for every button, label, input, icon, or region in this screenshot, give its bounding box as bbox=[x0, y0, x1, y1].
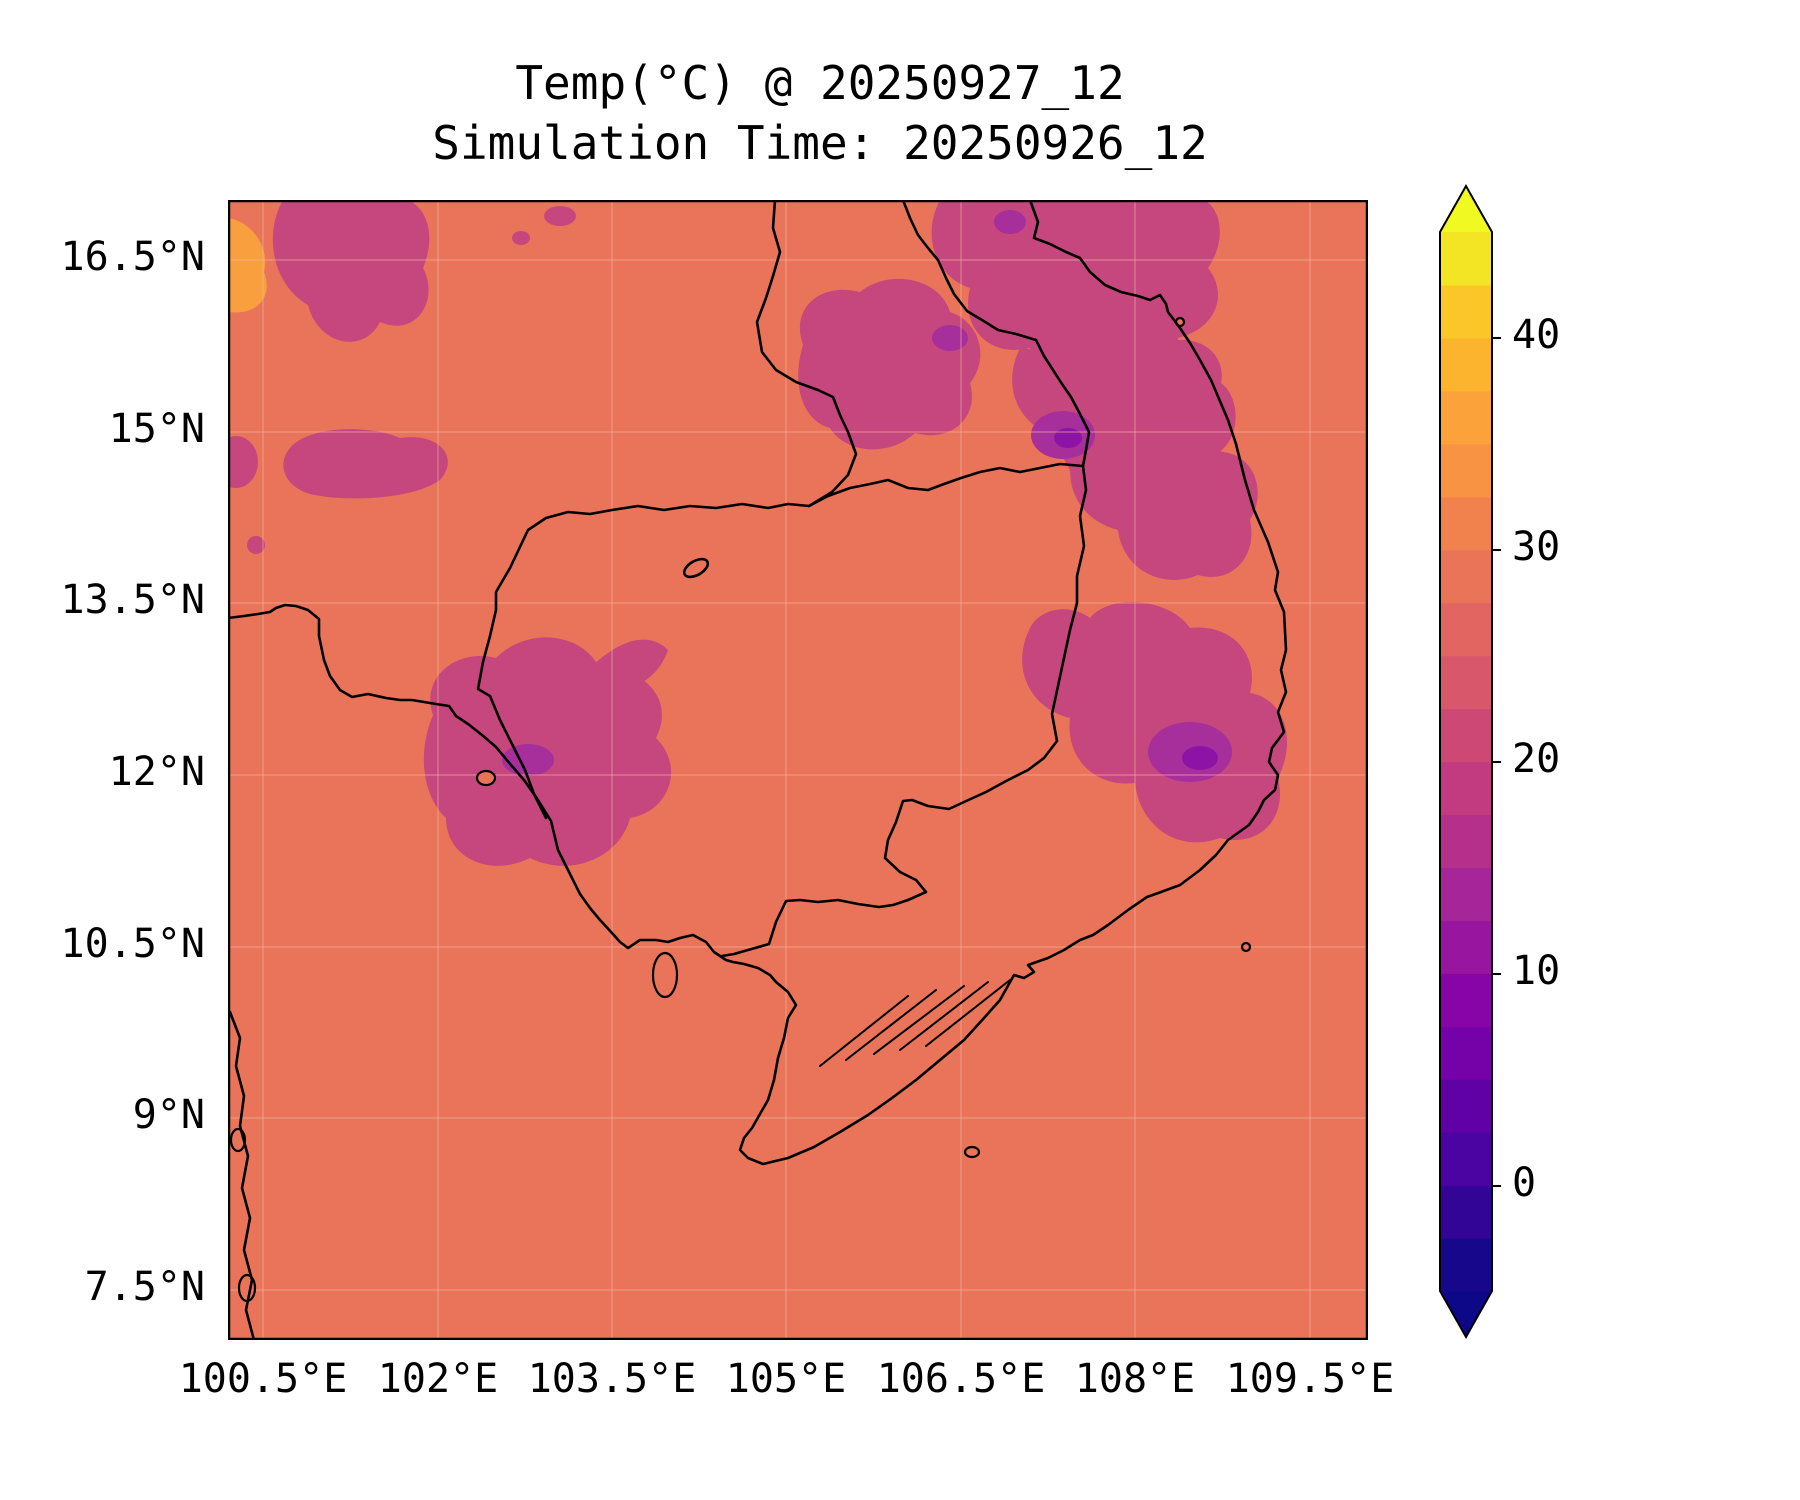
border-vietnam-cambodia bbox=[720, 464, 1088, 958]
colorbar-segment bbox=[1440, 1026, 1492, 1080]
x-tick-label: 103.5°E bbox=[527, 1356, 697, 1402]
colorbar-segment bbox=[1440, 920, 1492, 974]
colorbar-segment bbox=[1440, 496, 1492, 551]
temp-patch-laos-mid bbox=[798, 278, 981, 450]
island-phu-quoc bbox=[651, 951, 679, 999]
temp-spot-cardamom-cool bbox=[502, 744, 554, 776]
island-con-son bbox=[963, 1145, 981, 1159]
colorbar-tick-label: 20 bbox=[1512, 736, 1561, 782]
colorbar-segments bbox=[1440, 232, 1492, 1292]
island-phu-quy bbox=[1240, 941, 1252, 953]
temp-patch-annamite-north bbox=[931, 200, 1220, 392]
temp-patch-small-north bbox=[544, 206, 576, 226]
colorbar bbox=[1439, 183, 1501, 1340]
map-frame bbox=[228, 200, 1368, 1340]
x-tick-label: 106.5°E bbox=[876, 1356, 1046, 1402]
x-tick-label: 100.5°E bbox=[178, 1356, 348, 1402]
colorbar-segment bbox=[1440, 337, 1492, 392]
x-tick-label: 108°E bbox=[1074, 1356, 1196, 1402]
colorbar-segment bbox=[1440, 867, 1492, 921]
temp-patch-small-north2 bbox=[512, 231, 530, 245]
colorbar-tick-label: 40 bbox=[1512, 312, 1561, 358]
y-tick-label: 12°N bbox=[108, 749, 205, 795]
temp-patch-northwest bbox=[272, 200, 430, 342]
colorbar-segment bbox=[1440, 1185, 1492, 1239]
temp-spot-cool-1 bbox=[994, 210, 1026, 234]
y-tick-label: 16.5°N bbox=[60, 234, 206, 280]
y-tick-label: 7.5°N bbox=[84, 1264, 205, 1310]
temp-spot-coolest-1 bbox=[1054, 428, 1082, 448]
plot-subtitle: Simulation Time: 20250926_12 bbox=[432, 116, 1208, 170]
y-tick-label: 9°N bbox=[132, 1092, 205, 1138]
temp-spot-cool-2 bbox=[932, 325, 968, 351]
temp-patch-warm-west-edge bbox=[228, 218, 267, 313]
colorbar-tick-label: 30 bbox=[1512, 524, 1561, 570]
island-ko-chang bbox=[475, 769, 497, 787]
mekong-delta-channels bbox=[819, 979, 1011, 1067]
temp-spot-coolest-2 bbox=[1182, 746, 1218, 770]
x-tick-label: 105°E bbox=[725, 1356, 847, 1402]
y-tick-label: 10.5°N bbox=[60, 921, 206, 967]
temp-patch-cardamom-arm bbox=[588, 639, 668, 691]
colorbar-segment bbox=[1440, 1132, 1492, 1186]
border-thailand-cambodia-laos bbox=[476, 462, 1085, 820]
colorbar-segment bbox=[1440, 814, 1492, 868]
border-laos-vietnam bbox=[901, 200, 1091, 468]
colorbar-segment bbox=[1440, 390, 1492, 445]
colorbar-segment bbox=[1440, 549, 1492, 604]
lake-tonle-sap bbox=[682, 557, 710, 579]
colorbar-segment bbox=[1440, 761, 1492, 816]
border-thailand-laos bbox=[755, 200, 858, 508]
colorbar-extend-under bbox=[1440, 1291, 1492, 1337]
x-tick-label: 109.5°E bbox=[1225, 1356, 1395, 1402]
coastline-mainland bbox=[228, 200, 1288, 1166]
temp-patch-highlands-south bbox=[1022, 601, 1288, 843]
temp-patch-west-mid bbox=[283, 429, 448, 499]
colorbar-outline bbox=[1439, 183, 1493, 1340]
colorbar-segment bbox=[1440, 602, 1492, 657]
temp-patch-annamite-coastal bbox=[1070, 438, 1258, 580]
colorbar-segment bbox=[1440, 973, 1492, 1027]
coastline-west-gulf bbox=[228, 1010, 256, 1340]
coastlines-and-borders bbox=[228, 200, 1288, 1340]
temp-patch-west-dot bbox=[247, 536, 265, 554]
colorbar-tick-marks bbox=[1492, 337, 1501, 1187]
temp-patch-west-edge bbox=[228, 436, 258, 488]
colorbar-segment bbox=[1440, 655, 1492, 710]
colorbar-tick-label: 10 bbox=[1512, 948, 1561, 994]
colorbar-segment bbox=[1440, 708, 1492, 763]
colorbar-extend-over bbox=[1440, 186, 1492, 232]
y-tick-label: 13.5°N bbox=[60, 577, 206, 623]
colorbar-segment bbox=[1440, 284, 1492, 339]
islands bbox=[229, 316, 1252, 1303]
colorbar-segment bbox=[1440, 443, 1492, 498]
grid-lines bbox=[228, 200, 1368, 1340]
y-tick-label: 15°N bbox=[108, 406, 205, 452]
colorbar-tick-label: 0 bbox=[1512, 1160, 1537, 1206]
x-tick-label: 102°E bbox=[377, 1356, 499, 1402]
colorbar-segment bbox=[1440, 1079, 1492, 1133]
temp-patch-border-small bbox=[802, 358, 854, 386]
colorbar-segment bbox=[1440, 1238, 1492, 1292]
colorbar-segment bbox=[1440, 232, 1492, 286]
temperature-map bbox=[228, 200, 1368, 1340]
plot-title: Temp(°C) @ 20250927_12 bbox=[515, 56, 1125, 110]
temperature-patches bbox=[228, 200, 1288, 866]
